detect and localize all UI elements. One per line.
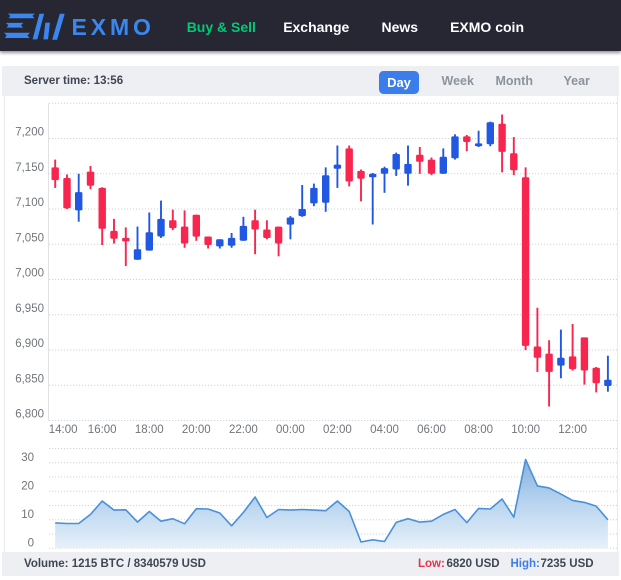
svg-text:7,100: 7,100 — [15, 197, 44, 209]
svg-text:08:00: 08:00 — [464, 424, 493, 436]
svg-text:14:00: 14:00 — [49, 424, 78, 436]
svg-text:04:00: 04:00 — [370, 424, 399, 436]
svg-text:7,200: 7,200 — [15, 127, 44, 139]
svg-text:6,950: 6,950 — [15, 303, 44, 315]
svg-text:02:00: 02:00 — [323, 424, 352, 436]
svg-text:6,850: 6,850 — [15, 373, 44, 385]
svg-text:7,050: 7,050 — [15, 232, 44, 244]
svg-text:6,900: 6,900 — [15, 338, 44, 350]
svg-text:0: 0 — [28, 537, 34, 549]
svg-text:20: 20 — [21, 480, 34, 492]
svg-text:30: 30 — [21, 452, 34, 464]
svg-text:18:00: 18:00 — [135, 424, 164, 436]
svg-text:7,000: 7,000 — [15, 268, 44, 280]
svg-text:06:00: 06:00 — [417, 424, 446, 436]
svg-text:12:00: 12:00 — [558, 424, 587, 436]
svg-text:16:00: 16:00 — [88, 424, 117, 436]
svg-text:7,150: 7,150 — [15, 162, 44, 174]
svg-text:6,800: 6,800 — [15, 409, 44, 421]
svg-text:EXMO: EXMO — [72, 14, 155, 40]
svg-text:10:00: 10:00 — [511, 424, 540, 436]
svg-text:20:00: 20:00 — [182, 424, 211, 436]
svg-text:00:00: 00:00 — [276, 424, 305, 436]
svg-text:22:00: 22:00 — [229, 424, 258, 436]
svg-text:10: 10 — [21, 509, 34, 521]
